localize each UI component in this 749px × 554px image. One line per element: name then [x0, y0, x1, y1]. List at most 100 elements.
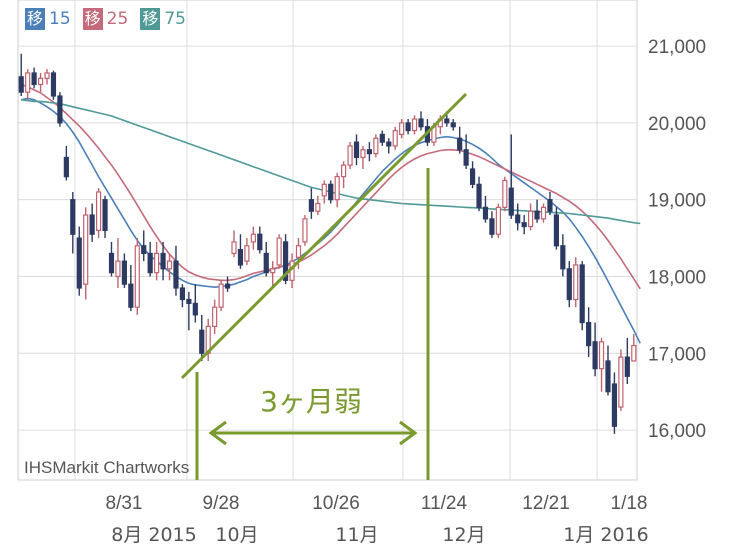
candle	[624, 337, 630, 384]
candle	[489, 211, 495, 239]
legend-ma25-box: 移	[82, 8, 103, 30]
candle-body	[63, 156, 69, 178]
candle-body	[502, 179, 508, 208]
candle-body	[147, 252, 153, 274]
legend-ma75[interactable]: 移 75	[140, 8, 186, 30]
candle	[308, 188, 314, 219]
legend-ma15[interactable]: 移 15	[25, 8, 71, 30]
candle	[218, 280, 224, 312]
candle-body	[282, 241, 289, 281]
y-tick-label: 18,000	[648, 267, 706, 288]
candle	[31, 67, 37, 89]
candle	[76, 226, 82, 296]
candle-body	[495, 206, 501, 235]
candle-body	[553, 214, 559, 247]
candle	[44, 69, 50, 85]
y-tick-label: 21,000	[648, 37, 706, 58]
candle-body	[386, 141, 392, 147]
x-month-label: 1月 2016	[563, 524, 648, 546]
candle	[121, 253, 127, 288]
candle	[25, 69, 31, 100]
candle	[154, 241, 160, 281]
candle-body	[57, 95, 63, 124]
candle	[141, 230, 147, 262]
ma25-line	[20, 83, 641, 290]
candle-body	[444, 118, 450, 124]
candle	[83, 207, 89, 300]
candle	[334, 172, 340, 208]
candle-body	[302, 218, 308, 243]
candle	[547, 192, 553, 216]
trendline	[180, 92, 468, 380]
candle-body	[121, 260, 127, 285]
candle	[237, 234, 244, 269]
candle	[540, 203, 547, 223]
candle-body	[89, 214, 95, 235]
candle	[244, 238, 250, 265]
candle	[386, 138, 392, 154]
candle-body	[192, 302, 198, 316]
candle-body	[392, 129, 398, 147]
candle-body	[469, 168, 476, 185]
candle	[134, 238, 140, 315]
candle-body	[489, 218, 495, 235]
y-tick-label: 16,000	[648, 421, 706, 442]
ma15-line	[21, 97, 641, 344]
candle-body	[160, 252, 166, 270]
legend-ma25[interactable]: 移 25	[82, 8, 129, 30]
candle-body	[212, 306, 218, 328]
candle	[566, 261, 572, 308]
candle-body	[102, 199, 108, 231]
candle-body	[276, 237, 282, 266]
y-tick-label: 17,000	[648, 344, 706, 365]
candle	[579, 261, 585, 331]
candle	[482, 195, 489, 223]
candle-body	[450, 122, 456, 128]
candle	[476, 176, 482, 212]
candle-body	[237, 249, 244, 266]
candle-body	[521, 222, 527, 228]
candle	[611, 372, 618, 434]
candle	[469, 161, 476, 189]
candle	[586, 307, 592, 358]
candle-body	[308, 199, 314, 212]
candle-body	[405, 122, 411, 132]
span-arrow-left-head	[208, 420, 227, 446]
candle	[328, 180, 334, 204]
span-annotation-label: 3ヶ月弱	[260, 385, 362, 418]
candle-body	[379, 133, 385, 143]
watermark: IHSMarkit Chartworks	[24, 458, 190, 477]
candle	[173, 245, 179, 296]
candle	[353, 134, 360, 166]
candle	[321, 180, 327, 204]
candle-body	[463, 149, 469, 166]
candle	[102, 195, 108, 239]
candle-body	[166, 260, 173, 270]
candle	[605, 345, 611, 396]
candle-body	[115, 260, 121, 278]
candle-body	[547, 199, 553, 212]
candle	[418, 111, 424, 131]
candle	[347, 142, 353, 169]
candle-body	[37, 77, 44, 86]
candle	[341, 161, 347, 189]
candle-body	[373, 137, 379, 155]
candle-body	[44, 72, 50, 79]
candle-body	[399, 122, 405, 135]
candle-body	[592, 341, 598, 370]
candle	[212, 299, 218, 335]
candle-body	[508, 187, 514, 216]
candle-body	[341, 164, 347, 178]
chart-legend: 移 15 移 25 移 75	[25, 8, 186, 30]
legend-ma25-value: 25	[106, 9, 129, 29]
candle-body	[76, 237, 82, 289]
candle-body	[179, 287, 186, 301]
candle-body	[218, 283, 224, 308]
candle	[534, 199, 540, 223]
candle	[515, 203, 521, 231]
candle	[508, 134, 514, 219]
candle-body	[270, 268, 276, 274]
candle-body	[25, 72, 31, 93]
candle	[366, 142, 373, 162]
candle-body	[566, 268, 572, 301]
